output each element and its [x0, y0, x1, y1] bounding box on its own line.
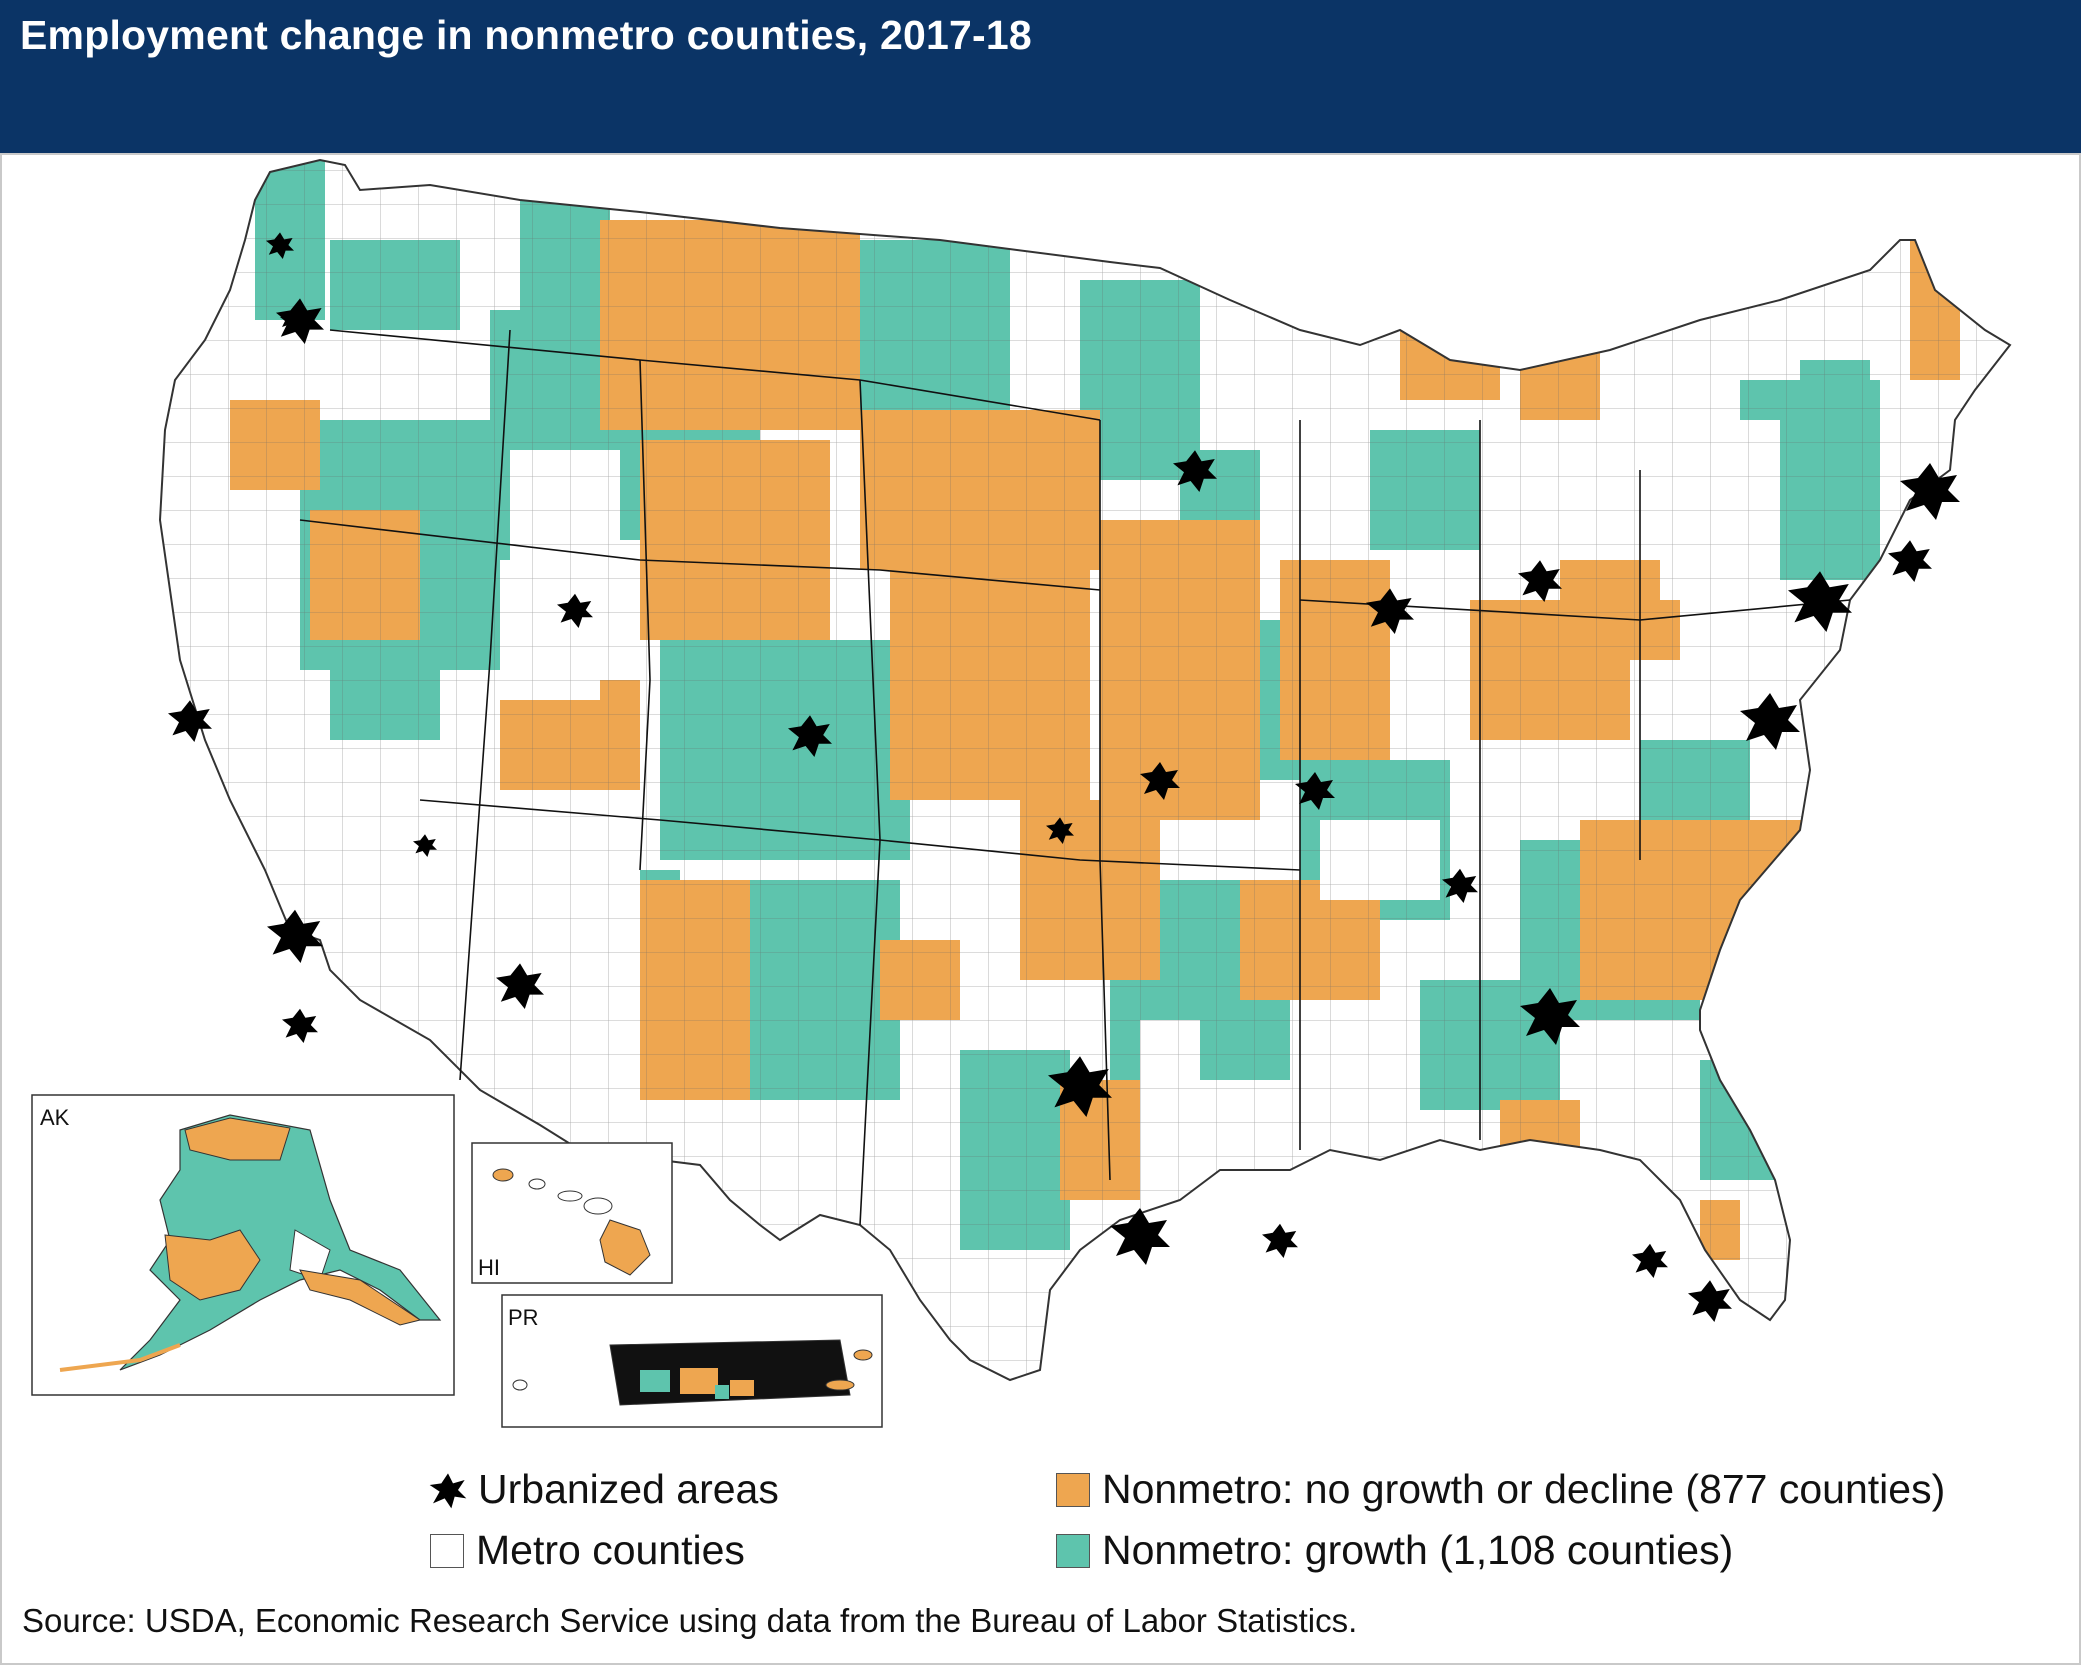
legend-growth-label: Nonmetro: growth (1,108 counties) [1102, 1527, 1734, 1573]
legend-no-growth: Nonmetro: no growth or decline (877 coun… [1056, 1466, 1945, 1513]
hawaii-label: HI [478, 1255, 500, 1280]
puerto-rico-inset: PR [501, 1294, 883, 1428]
legend-urbanized-label: Urbanized areas [478, 1466, 779, 1512]
alaska-inset: AK [31, 1094, 455, 1396]
legend-no-growth-label: Nonmetro: no growth or decline (877 coun… [1102, 1466, 1946, 1512]
urbanized-area-icon [429, 1472, 467, 1508]
legend-metro-label: Metro counties [476, 1527, 745, 1573]
alaska-label: AK [40, 1105, 70, 1130]
growth-swatch [1056, 1533, 1090, 1568]
state-boundaries [299, 329, 1851, 1226]
legend-urbanized: Urbanized areas [428, 1466, 779, 1513]
legend-metro: Metro counties [430, 1527, 745, 1574]
hawaii-inset: HI [471, 1142, 673, 1284]
county-fills [160, 160, 2010, 1380]
map-title: Employment change in nonmetro counties, … [20, 12, 1032, 58]
title-bar: Employment change in nonmetro counties, … [0, 0, 2081, 155]
no-growth-swatch [1056, 1472, 1090, 1507]
source-note: Source: USDA, Economic Research Service … [22, 1602, 1358, 1639]
puerto-rico-label: PR [508, 1305, 539, 1330]
metro-swatch [430, 1533, 464, 1568]
legend-growth: Nonmetro: growth (1,108 counties) [1056, 1527, 1733, 1574]
map-frame [0, 155, 2081, 1665]
